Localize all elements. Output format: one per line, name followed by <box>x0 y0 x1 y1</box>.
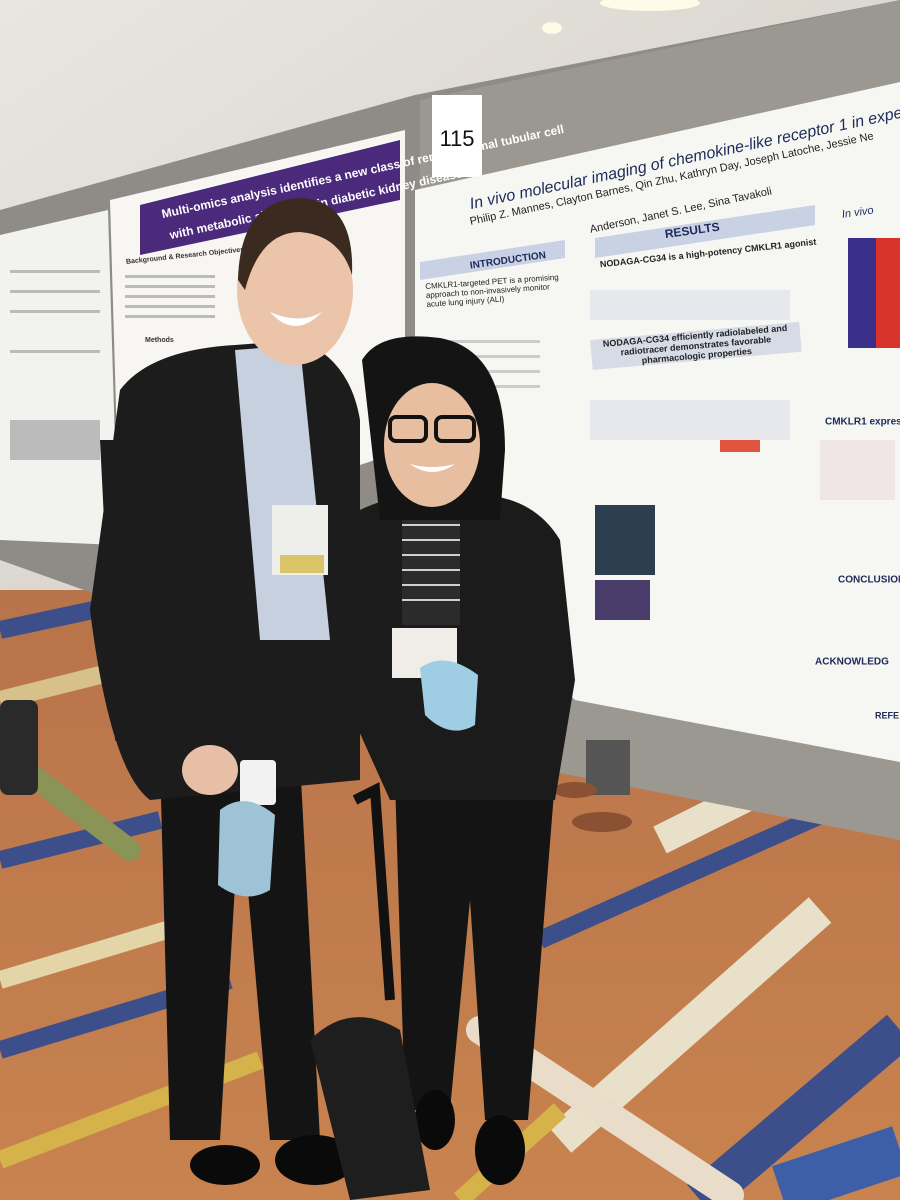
poster-left-header <box>140 140 400 255</box>
ceiling-light <box>600 0 700 11</box>
heatmap <box>876 238 900 348</box>
backpack <box>0 700 38 795</box>
poster-tube <box>14 759 141 861</box>
ceiling-light <box>542 22 562 34</box>
section-heading: REFE <box>875 710 899 720</box>
shoe <box>553 782 597 798</box>
woman <box>310 336 575 1200</box>
poster-figures <box>430 290 895 620</box>
poster-left-section: Methods <box>145 337 174 344</box>
section-heading: In vivo <box>841 205 874 221</box>
section-header <box>420 240 565 280</box>
section-heading: CONCLUSION <box>838 575 900 586</box>
poster-far-left <box>0 210 118 545</box>
shoe <box>572 812 632 832</box>
man <box>90 198 360 1185</box>
poster-left-text-lines <box>10 270 215 460</box>
section-header <box>595 205 815 258</box>
section-heading: ACKNOWLEDG <box>815 657 889 668</box>
booth-card <box>432 95 482 177</box>
section-heading: CMKLR1 expres <box>825 417 900 428</box>
booth-number: 115 <box>439 126 474 151</box>
